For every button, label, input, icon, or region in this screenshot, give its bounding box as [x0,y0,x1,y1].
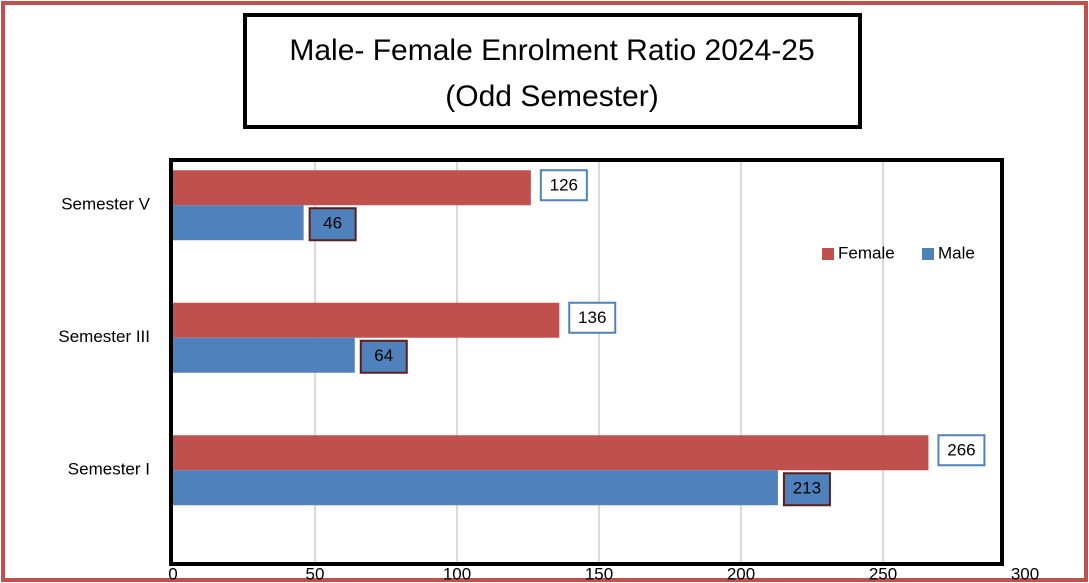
legend-label: Female [838,243,895,262]
value-label: 46 [323,214,342,233]
x-tick-label: 0 [168,564,177,583]
bar [173,302,560,338]
value-label: 266 [947,441,975,460]
legend-label: Male [938,243,975,262]
value-label: 126 [550,176,578,195]
value-label-box [539,169,588,202]
bar [173,170,531,206]
title-box [243,13,862,129]
x-tick-label: 50 [306,564,325,583]
value-label-box [937,434,986,467]
y-tick-label: Semester I [68,460,150,479]
bar [173,470,778,506]
value-label: 64 [374,346,393,365]
chart-subtitle: (Odd Semester) [445,80,658,113]
x-tick-label: 150 [585,564,613,583]
bar [173,337,355,373]
value-label-box [308,207,357,242]
bar [173,435,929,471]
value-label-box [782,472,831,507]
chart-title: Male- Female Enrolment Ratio 2024-25 [289,34,814,67]
value-label: 213 [793,479,821,498]
value-label-box [568,301,617,334]
legend-swatch [922,248,934,260]
plot-frame [169,158,1004,566]
legend-swatch [822,248,834,260]
x-tick-label: 300 [1011,564,1039,583]
y-tick-label: Semester III [58,327,150,346]
value-label-box [359,339,408,374]
x-tick-label: 200 [727,564,755,583]
x-tick-label: 100 [443,564,471,583]
value-label: 136 [578,308,606,327]
x-tick-label: 250 [869,564,897,583]
y-tick-label: Semester V [61,195,150,214]
bar [173,205,304,241]
